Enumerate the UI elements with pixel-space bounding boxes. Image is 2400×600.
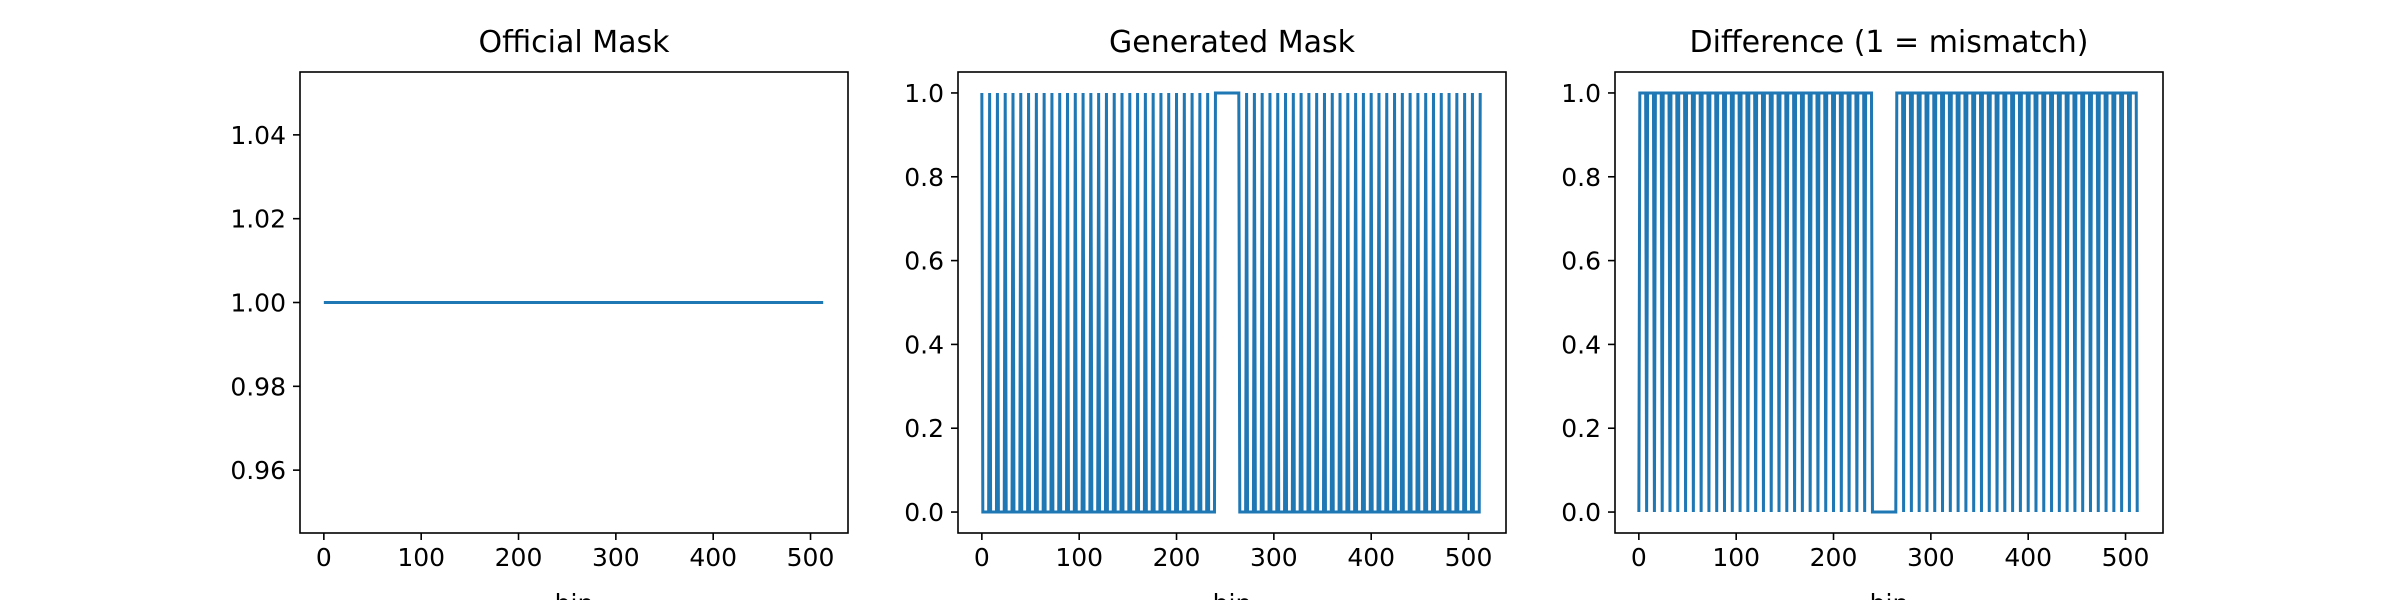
x-axis-label: bin <box>1213 589 1252 600</box>
x-tick-label: 500 <box>787 543 835 572</box>
series-line <box>1637 91 2139 514</box>
y-tick-label: 0.98 <box>230 372 286 401</box>
x-tick-label: 0 <box>1631 543 1647 572</box>
x-tick-label: 400 <box>689 543 737 572</box>
x-tick-label: 300 <box>592 543 640 572</box>
axes-frame <box>1614 71 2164 534</box>
y-tick-label: 0.8 <box>904 163 944 192</box>
x-axis-label: bin <box>1870 589 1909 600</box>
axes-frame <box>957 71 1507 534</box>
y-tick-label: 0.96 <box>230 456 286 485</box>
x-axis-label: bin <box>555 589 594 600</box>
chart-title: Generated Mask <box>1109 25 1356 60</box>
y-tick-label: 0.0 <box>1561 498 1601 527</box>
y-tick-label: 0.4 <box>1561 330 1601 359</box>
x-tick-label: 0 <box>974 543 990 572</box>
panel-generated-mask: Generated Mask bin <box>1109 25 1356 600</box>
axes-0: 0 100 200 300 400 500 0.96 0.98 1.00 1.02 1.04 <box>230 71 849 572</box>
y-tick-label: 0.2 <box>904 414 944 443</box>
y-tick-label: 0.0 <box>904 498 944 527</box>
axes-2: 0 100 200 300 400 500 0.0 0.2 0.4 0.6 0.8 1.0 <box>1561 71 2164 572</box>
panel-difference: Difference (1 = mismatch) bin <box>1690 25 2089 600</box>
y-tick-label: 0.2 <box>1561 414 1601 443</box>
x-tick-label: 200 <box>1153 543 1201 572</box>
y-tick-label: 0.8 <box>1561 163 1601 192</box>
panel-official-mask: Official Mask bin <box>479 25 671 600</box>
x-tick-label: 300 <box>1907 543 1955 572</box>
y-tick-label: 1.00 <box>230 289 286 318</box>
x-tick-label: 400 <box>2004 543 2052 572</box>
y-tick-label: 1.0 <box>904 79 944 108</box>
y-tick-label: 1.04 <box>230 121 286 150</box>
y-tick-label: 1.0 <box>1561 79 1601 108</box>
y-tick-label: 1.02 <box>230 205 286 234</box>
x-tick-label: 400 <box>1347 543 1395 572</box>
x-tick-label: 100 <box>397 543 445 572</box>
series-line <box>980 91 1482 514</box>
chart-title: Official Mask <box>479 25 671 60</box>
x-tick-label: 500 <box>2102 543 2150 572</box>
x-tick-label: 300 <box>1250 543 1298 572</box>
x-tick-label: 0 <box>316 543 332 572</box>
x-tick-label: 200 <box>1810 543 1858 572</box>
x-tick-label: 100 <box>1055 543 1103 572</box>
x-tick-label: 200 <box>495 543 543 572</box>
x-tick-label: 500 <box>1445 543 1493 572</box>
y-tick-label: 0.6 <box>1561 247 1601 276</box>
axes-1: 0 100 200 300 400 500 0.0 0.2 0.4 0.6 0.8 1.0 <box>904 71 1507 572</box>
y-tick-label: 0.6 <box>904 247 944 276</box>
x-tick-label: 100 <box>1712 543 1760 572</box>
chart-title: Difference (1 = mismatch) <box>1690 25 2089 60</box>
y-tick-label: 0.4 <box>904 330 944 359</box>
